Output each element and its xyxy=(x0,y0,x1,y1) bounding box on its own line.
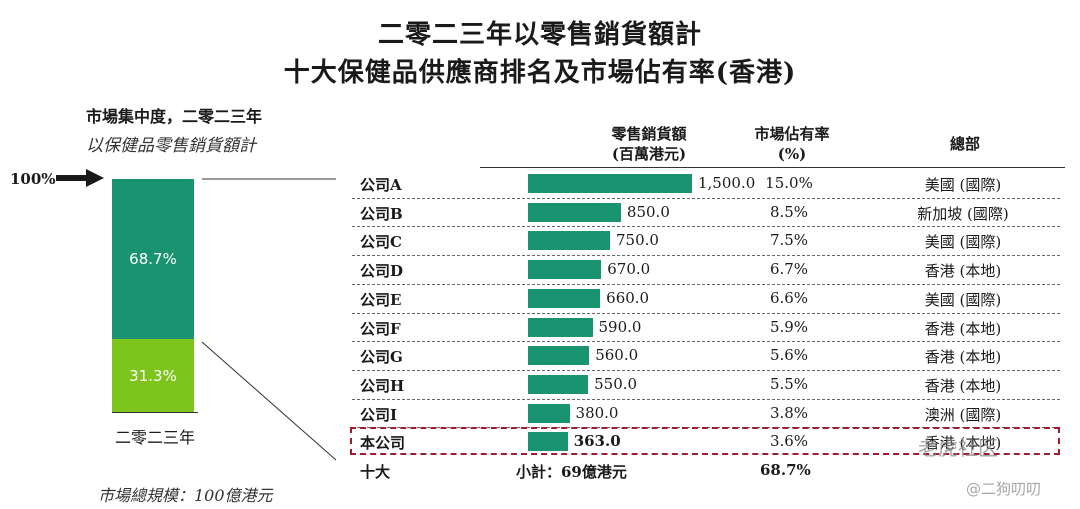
sales-value-label: 850.0 xyxy=(626,202,670,221)
headquarters-value: 香港 (本地) xyxy=(924,348,1002,367)
sales-value-label: 380.0 xyxy=(575,403,619,422)
stacked-bar-top10-segment: 68.7% xyxy=(112,179,194,340)
row-company-name: 公司D xyxy=(360,262,404,281)
row-company-name: 公司A xyxy=(360,176,402,194)
row-divider xyxy=(352,369,1060,371)
share-header-line2: (%) xyxy=(777,145,807,163)
row-divider xyxy=(352,283,1060,285)
sales-bar xyxy=(528,202,621,222)
sales-bar xyxy=(528,231,610,251)
market-share-value: 6.6% xyxy=(769,288,809,307)
chart-title-line1: 二零二三年以零售銷貨額計 xyxy=(377,20,702,50)
market-share-value: 15.0% xyxy=(765,174,813,192)
headquarters-value: 香港 (本地) xyxy=(924,376,1002,395)
sales-value-label: 660.0 xyxy=(606,288,650,307)
share-column-header: 市場佔有率 (%) xyxy=(737,124,847,164)
sales-bar xyxy=(528,432,568,452)
sales-bar xyxy=(528,374,589,394)
sales-bar xyxy=(528,174,692,193)
total-row-subtotal: 小計：69億港元 xyxy=(516,463,627,481)
sales-value-label: 560.0 xyxy=(595,346,639,365)
header-rule xyxy=(480,167,1065,168)
market-share-value: 6.7% xyxy=(769,260,809,279)
sales-bar xyxy=(528,317,593,337)
sales-value-label: 590.0 xyxy=(598,317,642,336)
row-company-name: 公司C xyxy=(360,233,402,252)
stacked-bar-others-segment: 31.3% xyxy=(112,339,194,412)
year-label: 二零二三年 xyxy=(114,428,195,447)
row-divider xyxy=(352,255,1060,257)
top10-share-label: 68.7% xyxy=(129,250,177,269)
row-divider xyxy=(352,398,1060,400)
stacked-bar-baseline xyxy=(112,412,198,413)
market-share-value: 5.9% xyxy=(769,317,809,336)
headquarters-value: 美國 (國際) xyxy=(924,290,1002,309)
sales-value-label: 670.0 xyxy=(607,260,651,279)
market-size-footer: 市場總規模：100億港元 xyxy=(98,486,273,505)
watermark-handle: @二狗叨叨 xyxy=(966,480,1042,498)
headquarters-value: 香港 (本地) xyxy=(924,319,1002,338)
sales-header-line2: (百萬港元) xyxy=(611,145,687,163)
own-company-highlight-box xyxy=(350,427,1060,455)
concentration-subheading: 以保健品零售銷貨額計 xyxy=(86,136,256,156)
row-company-name: 公司E xyxy=(360,290,402,309)
headquarters-value: 香港 (本地) xyxy=(924,262,1002,281)
row-company-name: 本公司 xyxy=(360,434,406,453)
others-share-label: 31.3% xyxy=(129,366,177,385)
row-company-name: 公司B xyxy=(360,204,403,223)
total-row-name: 十大 xyxy=(360,463,391,481)
market-share-value: 5.6% xyxy=(769,346,809,365)
row-divider xyxy=(352,341,1060,343)
total-row-share: 68.7% xyxy=(760,461,811,479)
sales-bar xyxy=(528,288,601,308)
market-share-value: 3.6% xyxy=(769,432,809,451)
pointer-arrow-icon xyxy=(56,169,104,187)
row-divider xyxy=(352,197,1060,199)
row-company-name: 公司H xyxy=(360,376,405,395)
market-share-value: 8.5% xyxy=(769,202,809,221)
row-company-name: 公司G xyxy=(360,348,403,367)
sales-column-header: 零售銷貨額 (百萬港元) xyxy=(574,124,724,164)
headquarters-value: 香港 (本地) xyxy=(924,434,1002,453)
market-share-value: 3.8% xyxy=(769,403,809,422)
watermark-text: 老虎社区 xyxy=(918,436,998,460)
sales-value-label: 1,500.0 xyxy=(698,174,756,192)
sales-value-label: 363.0 xyxy=(573,432,621,451)
headquarters-value: 美國 (國際) xyxy=(924,233,1002,252)
sales-bar xyxy=(528,403,570,423)
headquarters-value: 澳洲 (國際) xyxy=(924,405,1002,424)
headquarters-value: 新加坡 (國際) xyxy=(917,204,1009,223)
share-header-line1: 市場佔有率 xyxy=(754,125,830,143)
sales-header-line1: 零售銷貨額 xyxy=(611,125,687,143)
sales-value-label: 550.0 xyxy=(594,374,638,393)
sales-bar xyxy=(528,346,590,366)
concentration-heading: 市場集中度，二零二三年 xyxy=(86,107,263,126)
row-divider xyxy=(352,312,1060,314)
row-company-name: 公司I xyxy=(360,405,398,424)
sales-bar xyxy=(528,260,602,280)
chart-title-line2: 十大保健品供應商排名及市場佔有率(香港) xyxy=(283,58,797,88)
hundred-percent-label: 100% xyxy=(10,170,56,188)
row-divider xyxy=(352,226,1060,228)
sales-value-label: 750.0 xyxy=(616,231,659,250)
row-company-name: 公司F xyxy=(360,319,401,338)
hq-column-header: 總部 xyxy=(949,135,980,153)
headquarters-value: 美國 (國際) xyxy=(924,176,1002,194)
market-share-value: 5.5% xyxy=(769,374,809,393)
market-share-value: 7.5% xyxy=(769,231,809,250)
